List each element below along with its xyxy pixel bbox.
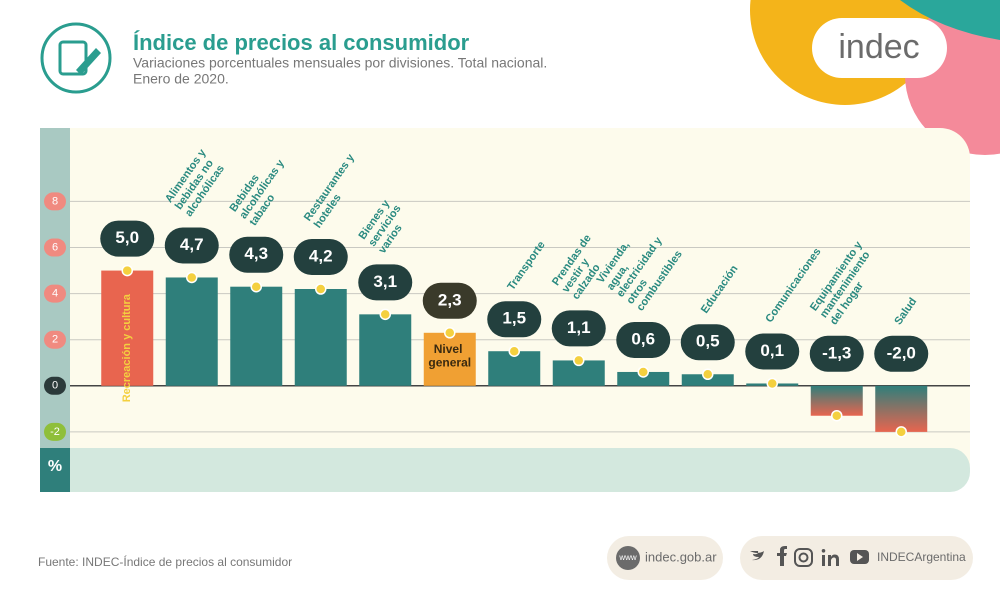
bar-dot: [573, 354, 585, 367]
value-label: -1,3: [822, 343, 851, 362]
value-badge: [293, 239, 348, 275]
value-label: 2,3: [438, 290, 462, 309]
bar: [488, 351, 541, 386]
bar-dot: [315, 283, 327, 295]
value-label: 1,5: [502, 309, 526, 328]
bar-dot: [831, 409, 843, 422]
value-label: 4,2: [309, 246, 333, 265]
category-label: Recreación y cultura: [121, 293, 133, 402]
logo-pill: [812, 18, 947, 78]
value-badge: [874, 335, 929, 372]
y-tick-label: 8: [52, 195, 58, 207]
value-label: 0,5: [696, 332, 720, 351]
period: Enero de 2020.: [133, 71, 229, 87]
bar-dot: [895, 426, 907, 438]
bar: [294, 289, 347, 386]
bar-dot: [379, 308, 391, 321]
value-badge: [680, 324, 735, 361]
y-tick-label: 2: [52, 334, 58, 346]
web-link[interactable]: indec.gob.ar: [645, 549, 717, 564]
bar: [617, 371, 670, 386]
value-label: 0,1: [760, 341, 784, 360]
instagram-icon[interactable]: [798, 552, 809, 563]
category-label: Nivel general: [428, 342, 471, 369]
y-tick-badge: [44, 422, 66, 441]
y-tick-badge: [44, 330, 66, 349]
y-tick-badge: [44, 238, 66, 257]
value-label: 4,7: [180, 235, 204, 254]
bar-dot: [508, 345, 520, 357]
value-badge: [616, 321, 671, 358]
title: Índice de precios al consumidor: [133, 30, 470, 55]
social-handle[interactable]: INDECArgentina: [877, 550, 966, 564]
value-label: 3,1: [373, 272, 397, 291]
value-badge: [745, 333, 800, 370]
logo: indec: [838, 28, 919, 66]
value-badge: [100, 220, 155, 257]
twitter-icon[interactable]: [750, 551, 764, 561]
value-label: 0,6: [631, 329, 655, 348]
y-tick-label: 6: [52, 241, 58, 253]
value-label: 5,0: [115, 228, 139, 247]
bar: [875, 385, 928, 432]
bar: [230, 286, 283, 386]
bar-dot: [637, 366, 649, 378]
value-badge: [358, 264, 413, 301]
value-badge: [229, 236, 284, 273]
icon: [76, 48, 101, 75]
instagram-icon[interactable]: [794, 548, 813, 567]
y-tick-badge: [44, 376, 66, 395]
y-tick-label: 0: [52, 380, 58, 392]
bar-dot: [121, 264, 133, 277]
value-badge: [422, 282, 477, 319]
y-tick-label: -2: [50, 426, 60, 438]
value-label: 1,1: [567, 318, 591, 337]
bar-dot: [702, 368, 714, 381]
value-badge: [487, 301, 542, 338]
web-icon: [616, 546, 640, 570]
value-label: 4,3: [244, 244, 268, 263]
axis-band: [40, 448, 970, 492]
y-tick-label: 4: [52, 288, 58, 300]
bar-dot: [186, 271, 198, 284]
icon: [40, 22, 112, 94]
value-label: -2,0: [887, 343, 916, 362]
facebook-icon[interactable]: [777, 546, 787, 566]
source: Fuente: INDEC-Índice de precios al consu…: [38, 554, 292, 569]
y-tick-badge: [44, 192, 66, 211]
bar: [681, 374, 734, 386]
y-axis-label: %: [48, 458, 62, 475]
unit-box: [40, 448, 70, 492]
value-badge: [164, 227, 219, 264]
icon: [58, 40, 88, 76]
bar-dot: [250, 280, 262, 293]
youtube-icon: [857, 553, 863, 561]
value-badge: [809, 335, 864, 372]
web-icon-text: www: [618, 553, 637, 562]
subtitle: Variaciones porcentuales mensuales por d…: [133, 55, 547, 71]
bar-dot: [444, 327, 456, 339]
bar: [165, 277, 218, 386]
bar-dot: [766, 377, 778, 390]
bar: [359, 314, 412, 386]
bar: [423, 332, 476, 386]
value-badge: [551, 310, 606, 347]
y-tick-badge: [44, 284, 66, 303]
decor: [860, 0, 1000, 40]
bar: [101, 270, 154, 386]
web-pill: [607, 536, 723, 580]
linkedin-icon[interactable]: [821, 549, 839, 566]
